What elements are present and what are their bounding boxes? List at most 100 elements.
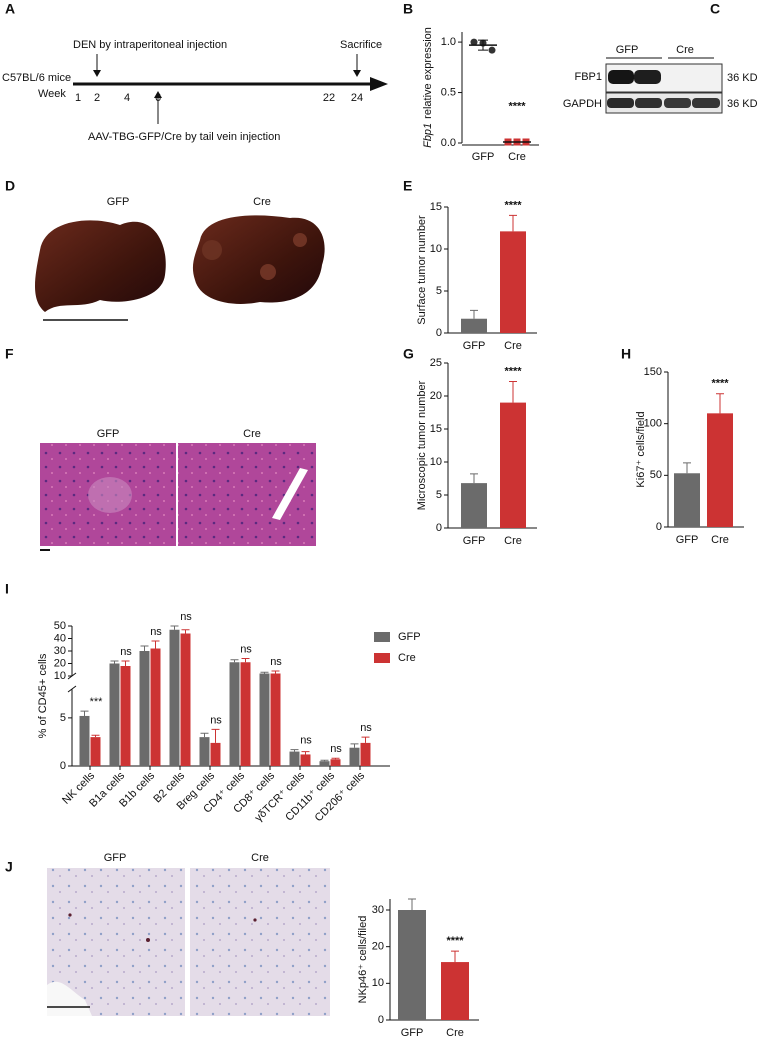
significance: **** [711, 378, 729, 390]
arrowhead [370, 77, 388, 91]
y-tick-label: 15 [430, 201, 442, 213]
week: 1 [75, 92, 81, 104]
image-label: GFP [97, 428, 120, 440]
bar [79, 715, 90, 766]
tumor-nodule [293, 233, 307, 247]
week: 22 [323, 92, 335, 104]
bar [240, 662, 251, 766]
timeline: DEN by intraperitoneal injection Sacrifi… [2, 39, 388, 143]
ihc-photo [190, 868, 330, 1016]
y-tick-label: 20 [430, 390, 442, 402]
significance: ns [300, 735, 312, 747]
band [607, 98, 634, 108]
significance: ns [330, 743, 342, 755]
panel-letter: J [5, 859, 13, 875]
week: 24 [351, 92, 363, 104]
y-tick-label: 20 [372, 941, 384, 953]
panel-letter: C [710, 1, 720, 17]
error-bar [241, 658, 250, 663]
bar [229, 662, 240, 766]
y-tick-label: 0 [60, 760, 66, 772]
x-tick-label: Cre [504, 535, 522, 547]
x-tick-label: Cre [711, 534, 729, 546]
x-tick-label: GFP [463, 340, 486, 352]
y-axis-label-group: Fbp1 relative expression [422, 27, 434, 148]
he-photo [178, 443, 316, 546]
y-tick-label: 10 [372, 977, 384, 989]
error-bar [361, 736, 370, 743]
y-axis-label: % of CD45+ cells [37, 653, 49, 738]
tissue-detail [88, 477, 132, 513]
error-bar [211, 728, 220, 743]
y-tick-label: 0 [436, 327, 442, 339]
error-bar [408, 898, 416, 910]
bar [150, 648, 161, 766]
y-tick-label: 5 [436, 285, 442, 297]
image-label: Cre [243, 428, 261, 440]
legend-label: GFP [398, 631, 421, 643]
panel-letter: D [5, 178, 15, 194]
histology-images: GFP Cre [40, 428, 316, 551]
liver-images: GFP Cre [35, 196, 325, 321]
error-bar [271, 670, 280, 674]
sacrifice-label: Sacrifice [340, 39, 382, 51]
size-label: 36 KD [727, 98, 758, 110]
bar [109, 663, 120, 766]
bar [461, 318, 487, 333]
x-tick-label: GFP [401, 1027, 424, 1038]
error-bar [509, 380, 517, 403]
size-label: 36 KD [727, 72, 758, 84]
error-bar [121, 660, 130, 666]
image-label: Cre [251, 852, 269, 864]
error-bar [230, 659, 239, 663]
bar [169, 629, 180, 766]
significance: ns [270, 656, 282, 668]
error-bar [80, 710, 89, 716]
bar [180, 633, 191, 766]
data-point [470, 38, 478, 46]
panel-letter: E [403, 178, 412, 194]
band [664, 98, 691, 108]
protein-label: FBP1 [574, 71, 602, 83]
panel-letter: A [5, 1, 15, 17]
error-bar [200, 732, 209, 738]
significance: **** [504, 199, 522, 211]
bar [210, 742, 221, 766]
week-label: Week [38, 88, 66, 100]
significance: ns [150, 626, 162, 638]
y-tick-label: 100 [644, 418, 662, 430]
bar [120, 666, 131, 766]
blot-group: GFP [616, 44, 639, 56]
bar [330, 759, 341, 766]
panel-letter: H [621, 346, 631, 362]
y-tick-label: 10 [430, 243, 442, 255]
stained-cell [253, 918, 257, 922]
image-label: Cre [253, 196, 271, 208]
error-bar [151, 640, 160, 649]
significance: ns [120, 646, 132, 658]
band [692, 98, 720, 108]
error-bar [478, 39, 488, 51]
bar [90, 737, 101, 766]
y-tick-label: 15 [430, 423, 442, 435]
y-tick-label: 40 [54, 632, 66, 644]
panel-letter: I [5, 581, 9, 597]
y-tick-label: 5 [436, 489, 442, 501]
image-label: GFP [104, 852, 127, 864]
x-tick-label: Cre [508, 151, 526, 163]
error-bar [470, 473, 478, 484]
error-bar [181, 629, 190, 634]
error-bar [716, 393, 724, 414]
bar [349, 747, 360, 766]
panel-letter: B [403, 1, 413, 17]
y-tick-label: 1.0 [441, 36, 456, 48]
error-bar [301, 751, 310, 755]
significance: ns [210, 714, 222, 726]
bar [461, 483, 487, 528]
error-bar [170, 625, 179, 630]
y-tick-label: 10 [430, 456, 442, 468]
error-bar [320, 759, 329, 762]
protein-label: GAPDH [563, 98, 602, 110]
error-bar [350, 743, 359, 748]
y-tick-label: 5 [60, 712, 66, 724]
